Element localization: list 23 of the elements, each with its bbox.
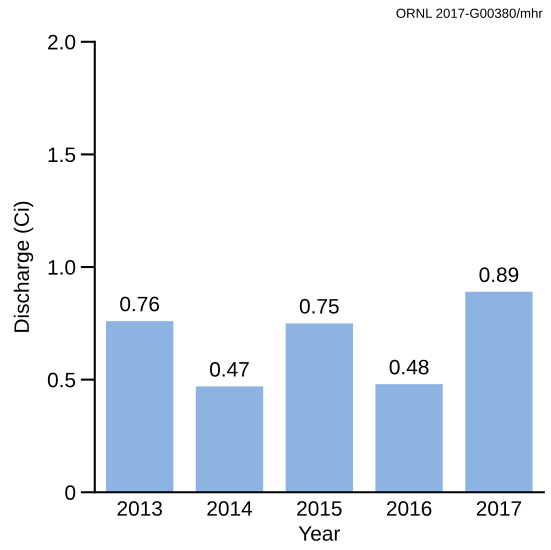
data-label: 0.48 bbox=[390, 360, 428, 374]
y-tick-label: 2.0 bbox=[48, 34, 76, 50]
x-axis-title: Year bbox=[298, 526, 340, 541]
data-label: 0.47 bbox=[210, 362, 249, 377]
y-tick-label: 0 bbox=[65, 485, 76, 500]
bar bbox=[286, 323, 353, 492]
x-tick-label: 2015 bbox=[297, 501, 342, 516]
bar bbox=[196, 386, 264, 492]
y-tick-label: 0.5 bbox=[48, 372, 76, 388]
data-label: 0.76 bbox=[120, 296, 160, 312]
bar bbox=[106, 321, 174, 492]
x-tick-label: 2017 bbox=[476, 501, 522, 516]
bar bbox=[465, 292, 533, 492]
text: ORNL 2017-G00380/mhr bbox=[396, 8, 543, 18]
x-tick-label: 2014 bbox=[207, 501, 252, 516]
data-label: 0.89 bbox=[479, 267, 518, 282]
data-label: 0.75 bbox=[300, 298, 339, 314]
y-axis-title: Discharge (Ci) bbox=[14, 202, 34, 332]
bar bbox=[375, 384, 443, 492]
x-tick-label: 2013 bbox=[118, 501, 162, 516]
x-tick-label: 2016 bbox=[386, 501, 432, 516]
y-tick-label: 1.5 bbox=[48, 148, 76, 162]
y-tick-label: 1.0 bbox=[48, 260, 76, 275]
